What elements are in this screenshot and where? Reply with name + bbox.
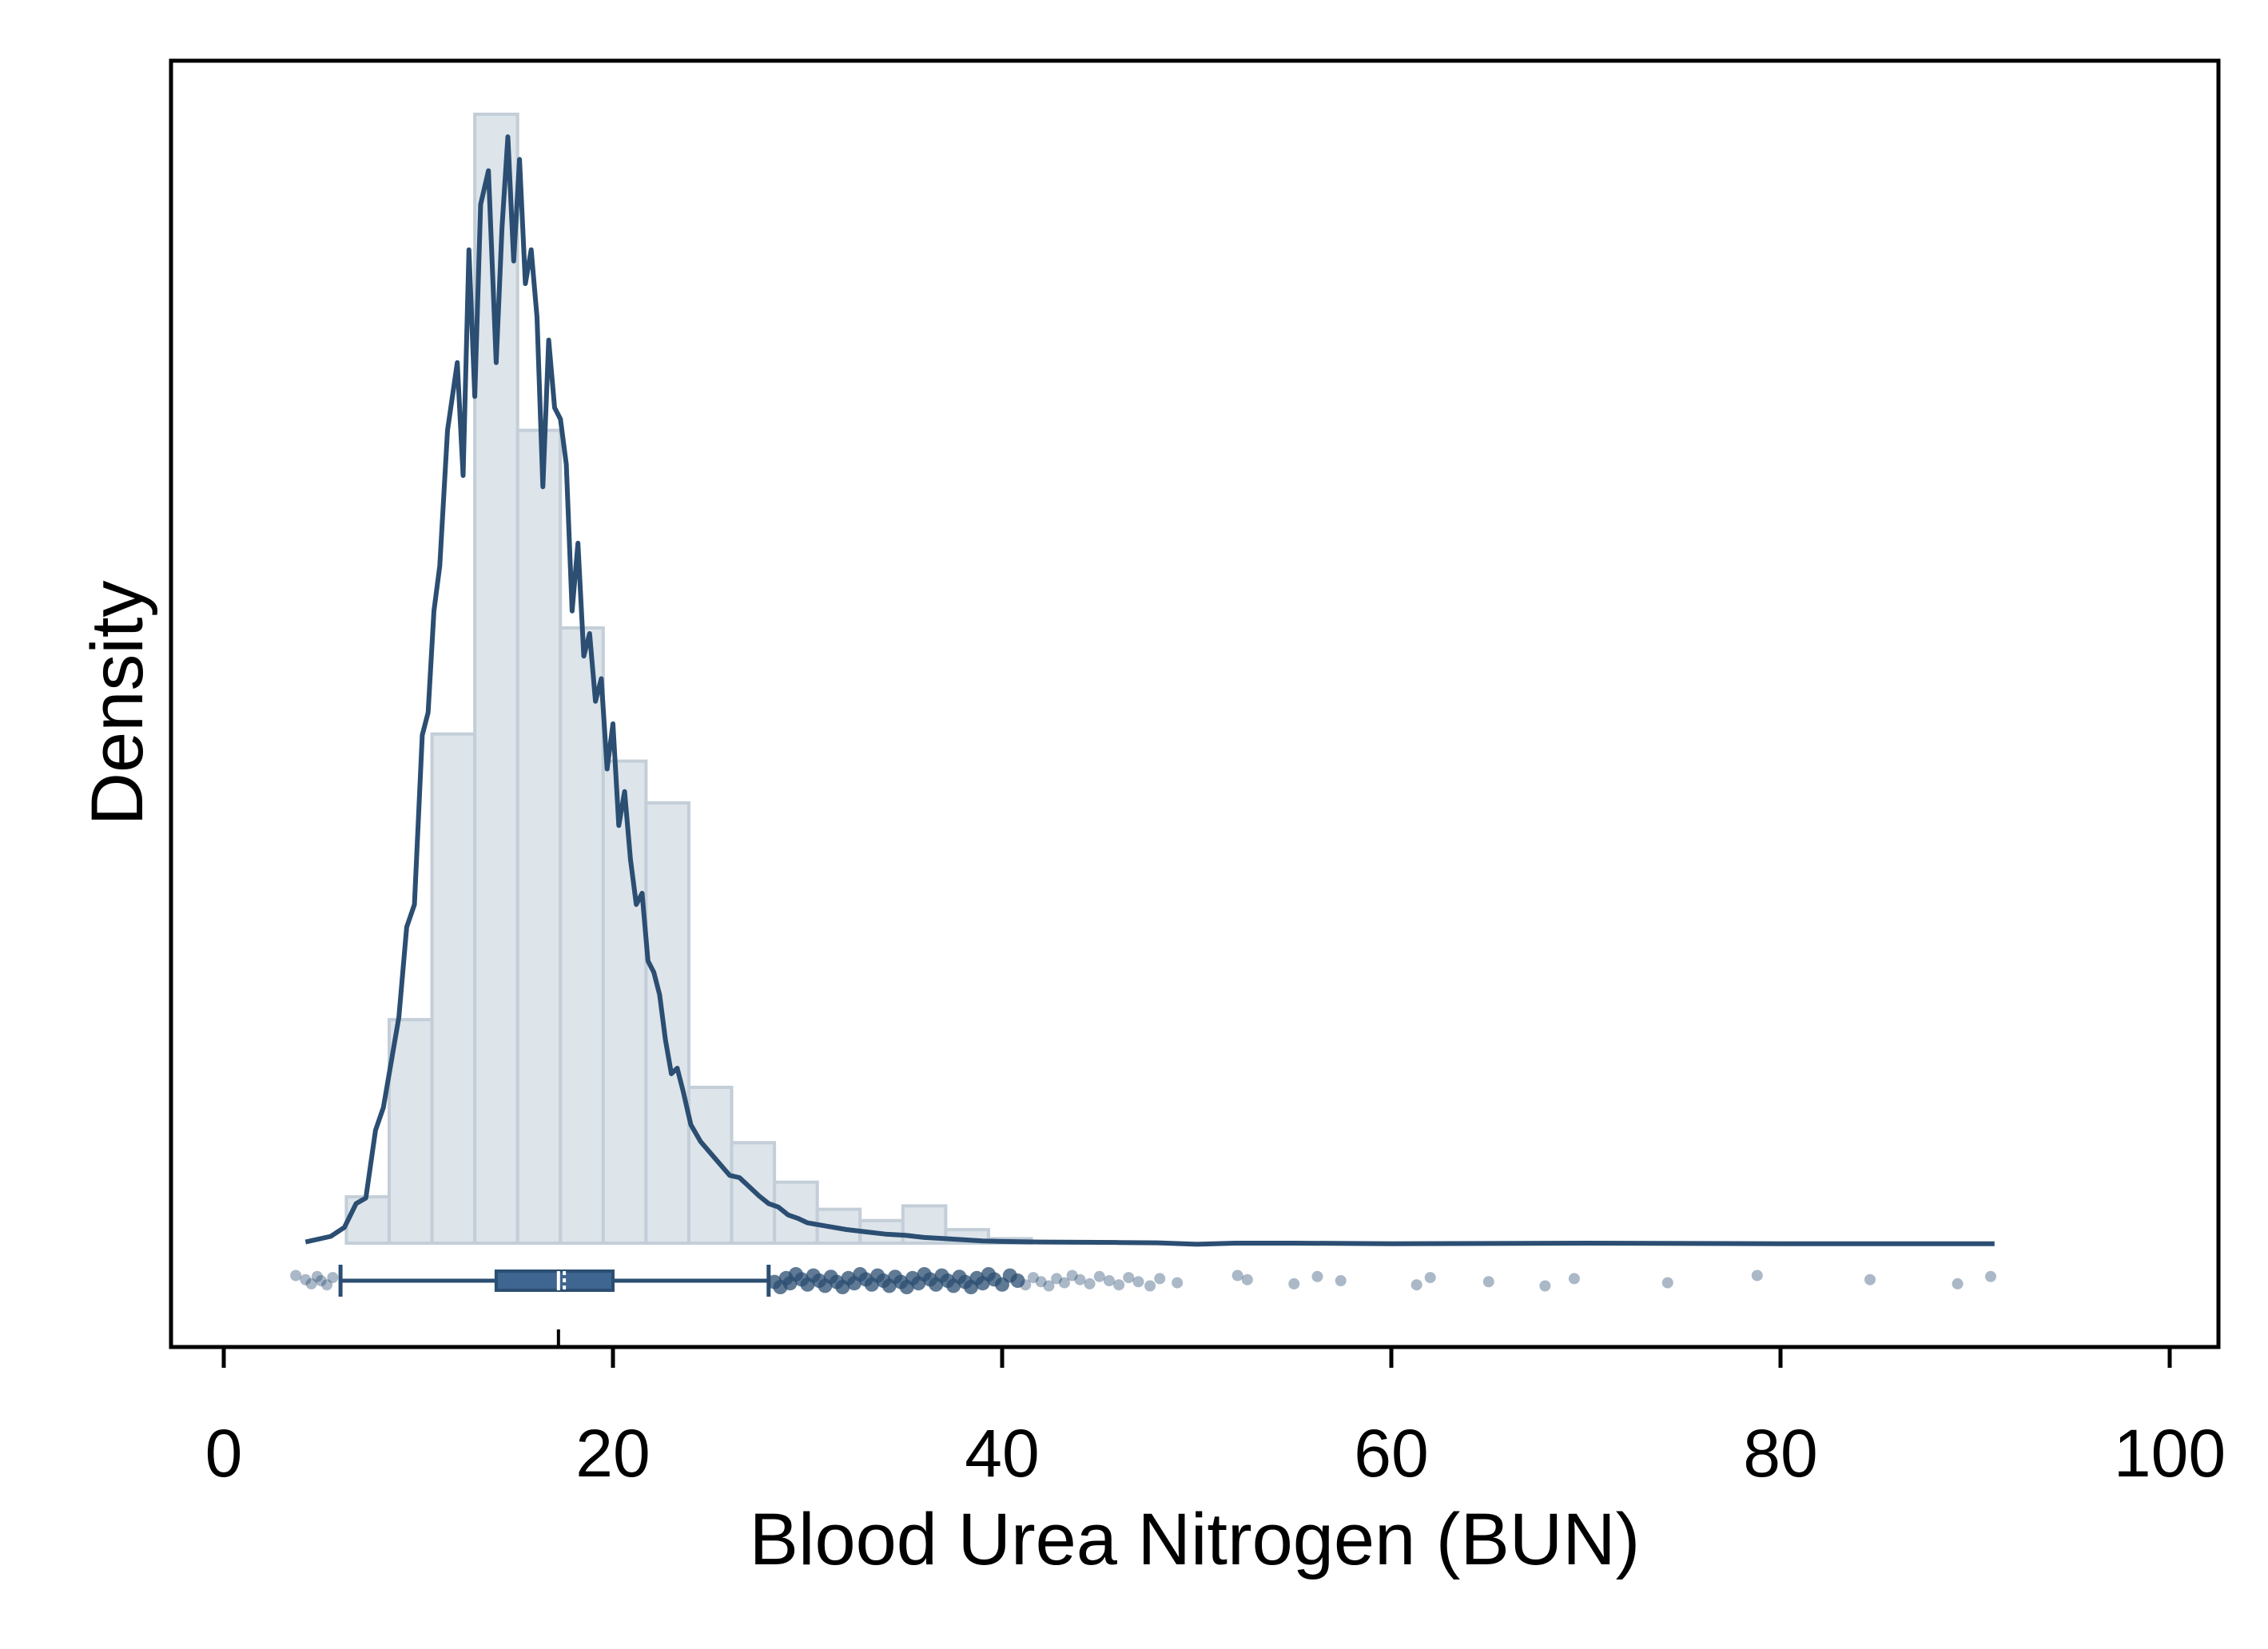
- outlier-point-77: [1751, 1270, 1763, 1281]
- outlier-point-53: [1051, 1273, 1063, 1285]
- x-tick-label-20: 20: [575, 1416, 650, 1491]
- x-axis-title: Blood Urea Nitrogen (BUN): [750, 1499, 1641, 1580]
- outlier-point-71: [1411, 1279, 1422, 1291]
- outlier-point-6: [327, 1272, 339, 1284]
- outlier-point-75: [1568, 1273, 1580, 1285]
- outlier-point-48: [1010, 1274, 1025, 1288]
- density-curve: [304, 134, 1995, 1247]
- x-axis: 0 20 40 60 80 100: [205, 1329, 2226, 1491]
- outlier-point-61: [1123, 1272, 1135, 1284]
- histogram-bar-6: [601, 759, 648, 1245]
- outlier-point-66: [1231, 1270, 1243, 1281]
- outlier-point-58: [1093, 1270, 1105, 1282]
- outlier-point-67: [1241, 1274, 1253, 1285]
- outlier-point-59: [1103, 1275, 1115, 1286]
- outlier-point-69: [1311, 1270, 1323, 1282]
- outlier-point-4: [315, 1275, 327, 1286]
- histogram-bar-1: [387, 1018, 434, 1245]
- outlier-point-68: [1288, 1277, 1300, 1289]
- outlier-point-78: [1864, 1274, 1876, 1285]
- outlier-point-52: [1043, 1280, 1055, 1292]
- boxplot: [338, 1265, 771, 1297]
- outlier-point-50: [1027, 1272, 1039, 1284]
- histogram-bar-9: [730, 1141, 777, 1246]
- outlier-point-5: [321, 1279, 333, 1291]
- outlier-point-3: [311, 1270, 323, 1282]
- histogram-bar-3: [473, 113, 519, 1245]
- x-tick-label-80: 80: [1743, 1416, 1817, 1491]
- histogram-bar-4: [515, 428, 563, 1245]
- outlier-point-79: [1952, 1277, 1964, 1289]
- x-tick-label-40: 40: [965, 1416, 1039, 1491]
- outlier-point-49: [1020, 1279, 1032, 1291]
- boxplot-box: [494, 1270, 615, 1292]
- outlier-point-57: [1084, 1277, 1096, 1289]
- plot-frame: [169, 58, 2221, 1349]
- x-tick-label-60: 60: [1354, 1416, 1428, 1491]
- outlier-point-74: [1539, 1280, 1551, 1292]
- outlier-point-65: [1172, 1277, 1184, 1289]
- outlier-point-0: [290, 1270, 302, 1281]
- outlier-point-51: [1035, 1276, 1047, 1288]
- outlier-point-64: [1154, 1273, 1166, 1285]
- outlier-point-73: [1482, 1276, 1494, 1288]
- outlier-point-80: [1984, 1270, 1996, 1282]
- x-tick-label-0: 0: [205, 1416, 243, 1491]
- density-curve-layer: [304, 134, 1995, 1247]
- outlier-point-55: [1066, 1270, 1078, 1281]
- histogram-bar-8: [686, 1086, 734, 1245]
- histogram-bar-2: [430, 732, 477, 1245]
- outlier-point-76: [1661, 1277, 1673, 1289]
- outlier-point-56: [1074, 1274, 1086, 1285]
- histogram-bar-7: [644, 801, 690, 1245]
- histogram-bar-10: [773, 1180, 819, 1245]
- y-axis-title: Density: [77, 581, 158, 826]
- outlier-point-60: [1113, 1279, 1125, 1291]
- outlier-point-1: [300, 1274, 312, 1285]
- histogram-bar-5: [559, 626, 605, 1245]
- outlier-point-72: [1424, 1272, 1436, 1284]
- outlier-point-70: [1335, 1275, 1347, 1286]
- x-tick-label-100: 100: [2114, 1416, 2226, 1491]
- outlier-point-63: [1144, 1280, 1156, 1292]
- histogram-bar-0: [344, 1195, 391, 1246]
- outlier-point-2: [305, 1277, 317, 1289]
- outlier-point-62: [1132, 1276, 1144, 1288]
- histogram-bars: [344, 113, 1033, 1246]
- outlier-points: [290, 1267, 1996, 1294]
- outlier-point-54: [1058, 1277, 1070, 1289]
